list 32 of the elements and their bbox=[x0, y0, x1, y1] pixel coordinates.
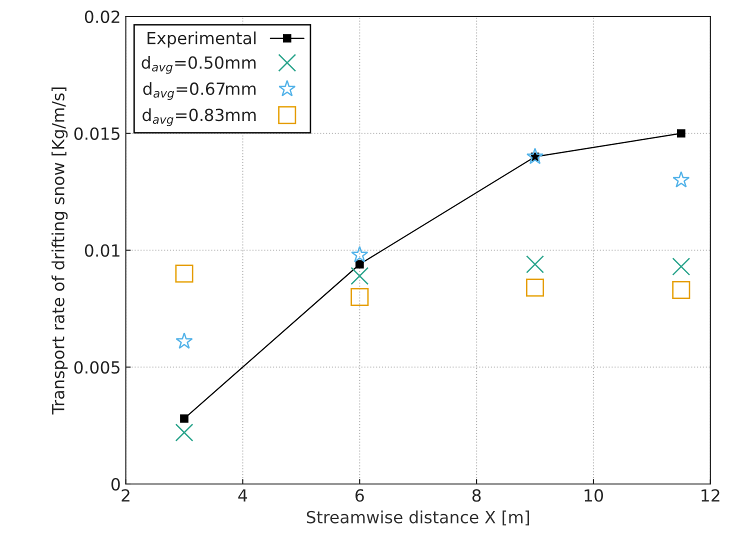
y-tick-label: 0.015 bbox=[74, 127, 120, 140]
x-axis-title: Streamwise distance X [m] bbox=[306, 510, 530, 526]
y-tick-label: 0 bbox=[111, 478, 120, 491]
y-tick-label: 0.02 bbox=[84, 10, 120, 24]
point bbox=[350, 288, 369, 306]
point bbox=[526, 148, 544, 164]
x-tick-label: 8 bbox=[472, 489, 481, 502]
point bbox=[355, 260, 364, 268]
x-tick-label: 12 bbox=[702, 489, 720, 502]
point bbox=[180, 414, 188, 423]
y-axis-title: Transport rate of drifting snow [Kg/m/s] bbox=[52, 88, 68, 414]
legend-label: d$_{avg}$=0.50mm bbox=[142, 56, 256, 74]
legend-label: d$_{avg}$=0.67mm bbox=[143, 82, 256, 100]
y-tick-label: 0.01 bbox=[84, 244, 120, 257]
x-tick-label: 10 bbox=[584, 489, 603, 502]
point bbox=[526, 278, 544, 297]
legend-label: Experimental bbox=[148, 32, 256, 48]
point bbox=[672, 258, 690, 276]
x-tick-label: 2 bbox=[122, 489, 130, 502]
point bbox=[672, 171, 690, 188]
point bbox=[526, 255, 544, 274]
point bbox=[672, 280, 690, 300]
x-tick-label: 4 bbox=[238, 489, 248, 502]
point bbox=[351, 246, 368, 262]
point bbox=[175, 424, 194, 442]
point bbox=[677, 129, 686, 138]
legend-label: d$_{avg}$=0.83mm bbox=[142, 108, 256, 126]
y-tick-label: 0.005 bbox=[74, 361, 120, 374]
point bbox=[350, 266, 369, 285]
point bbox=[175, 264, 194, 283]
x-tick-label: 6 bbox=[356, 489, 364, 502]
point bbox=[176, 332, 193, 349]
